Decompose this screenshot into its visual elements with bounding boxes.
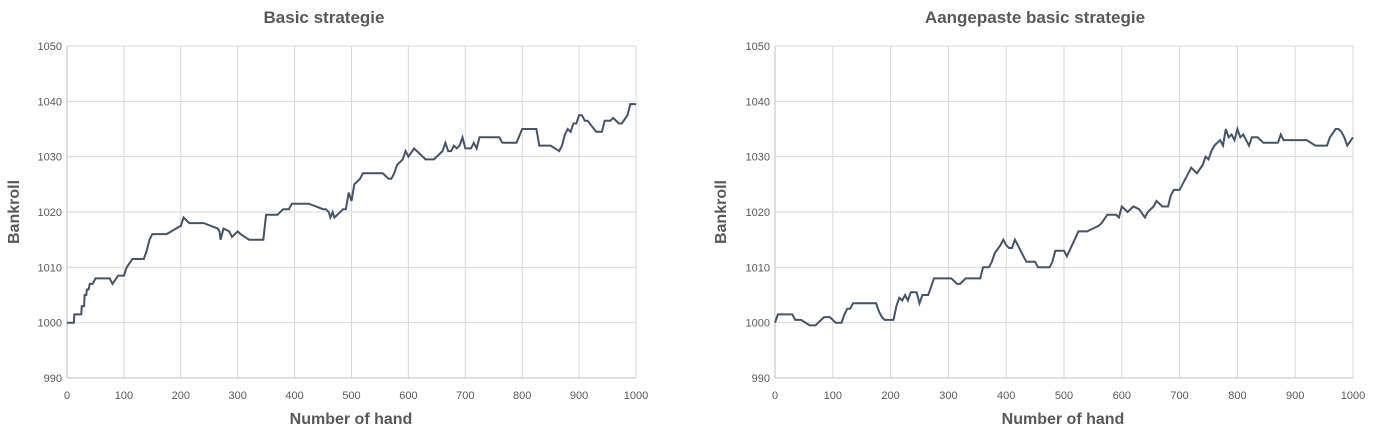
- x-tick-label: 200: [172, 390, 190, 402]
- x-tick-label: 600: [399, 390, 417, 402]
- chart-title: Aangepaste basic strategie: [925, 8, 1145, 27]
- y-tick-label: 990: [752, 373, 770, 385]
- y-tick-label: 1000: [38, 318, 62, 330]
- y-tick-label: 1040: [746, 96, 770, 108]
- y-axis-title: Bankroll: [713, 180, 730, 244]
- y-tick-label: 990: [44, 373, 62, 385]
- chart-title: Basic strategie: [264, 8, 385, 27]
- x-tick-label: 700: [1170, 390, 1188, 402]
- y-tick-label: 1040: [38, 96, 62, 108]
- x-tick-label: 400: [285, 390, 303, 402]
- x-tick-label: 100: [115, 390, 133, 402]
- y-tick-label: 1010: [38, 262, 62, 274]
- x-tick-label: 600: [1113, 390, 1131, 402]
- x-tick-label: 500: [342, 390, 360, 402]
- y-tick-label: 1050: [746, 41, 770, 53]
- y-tick-label: 1010: [746, 262, 770, 274]
- y-tick-label: 1050: [38, 41, 62, 53]
- chart-aangepaste-basic-strategie: Aangepaste basic strategie99010001010102…: [713, 8, 1365, 428]
- x-axis-title: Number of hand: [290, 411, 413, 428]
- x-axis-title: Number of hand: [1002, 411, 1125, 428]
- x-tick-label: 1000: [624, 390, 648, 402]
- x-tick-label: 300: [939, 390, 957, 402]
- x-tick-label: 1000: [1341, 390, 1365, 402]
- series-line: [774, 125, 1354, 327]
- x-tick-label: 200: [881, 390, 899, 402]
- y-tick-label: 1020: [38, 207, 62, 219]
- x-tick-label: 0: [772, 390, 778, 402]
- x-tick-label: 900: [1286, 390, 1304, 402]
- y-axis-title: Bankroll: [6, 180, 23, 244]
- chart-basic-strategie: Basic strategie9901000101010201030104010…: [6, 8, 648, 428]
- y-tick-label: 1030: [746, 152, 770, 164]
- series-line: [67, 103, 636, 324]
- x-tick-label: 300: [229, 390, 247, 402]
- x-tick-label: 100: [824, 390, 842, 402]
- x-tick-label: 0: [64, 390, 70, 402]
- x-tick-label: 900: [570, 390, 588, 402]
- x-tick-label: 500: [1055, 390, 1073, 402]
- x-tick-label: 800: [1228, 390, 1246, 402]
- x-tick-label: 400: [997, 390, 1015, 402]
- y-tick-label: 1020: [746, 207, 770, 219]
- y-tick-label: 1030: [38, 152, 62, 164]
- x-tick-label: 700: [456, 390, 474, 402]
- x-tick-label: 800: [513, 390, 531, 402]
- y-tick-label: 1000: [746, 318, 770, 330]
